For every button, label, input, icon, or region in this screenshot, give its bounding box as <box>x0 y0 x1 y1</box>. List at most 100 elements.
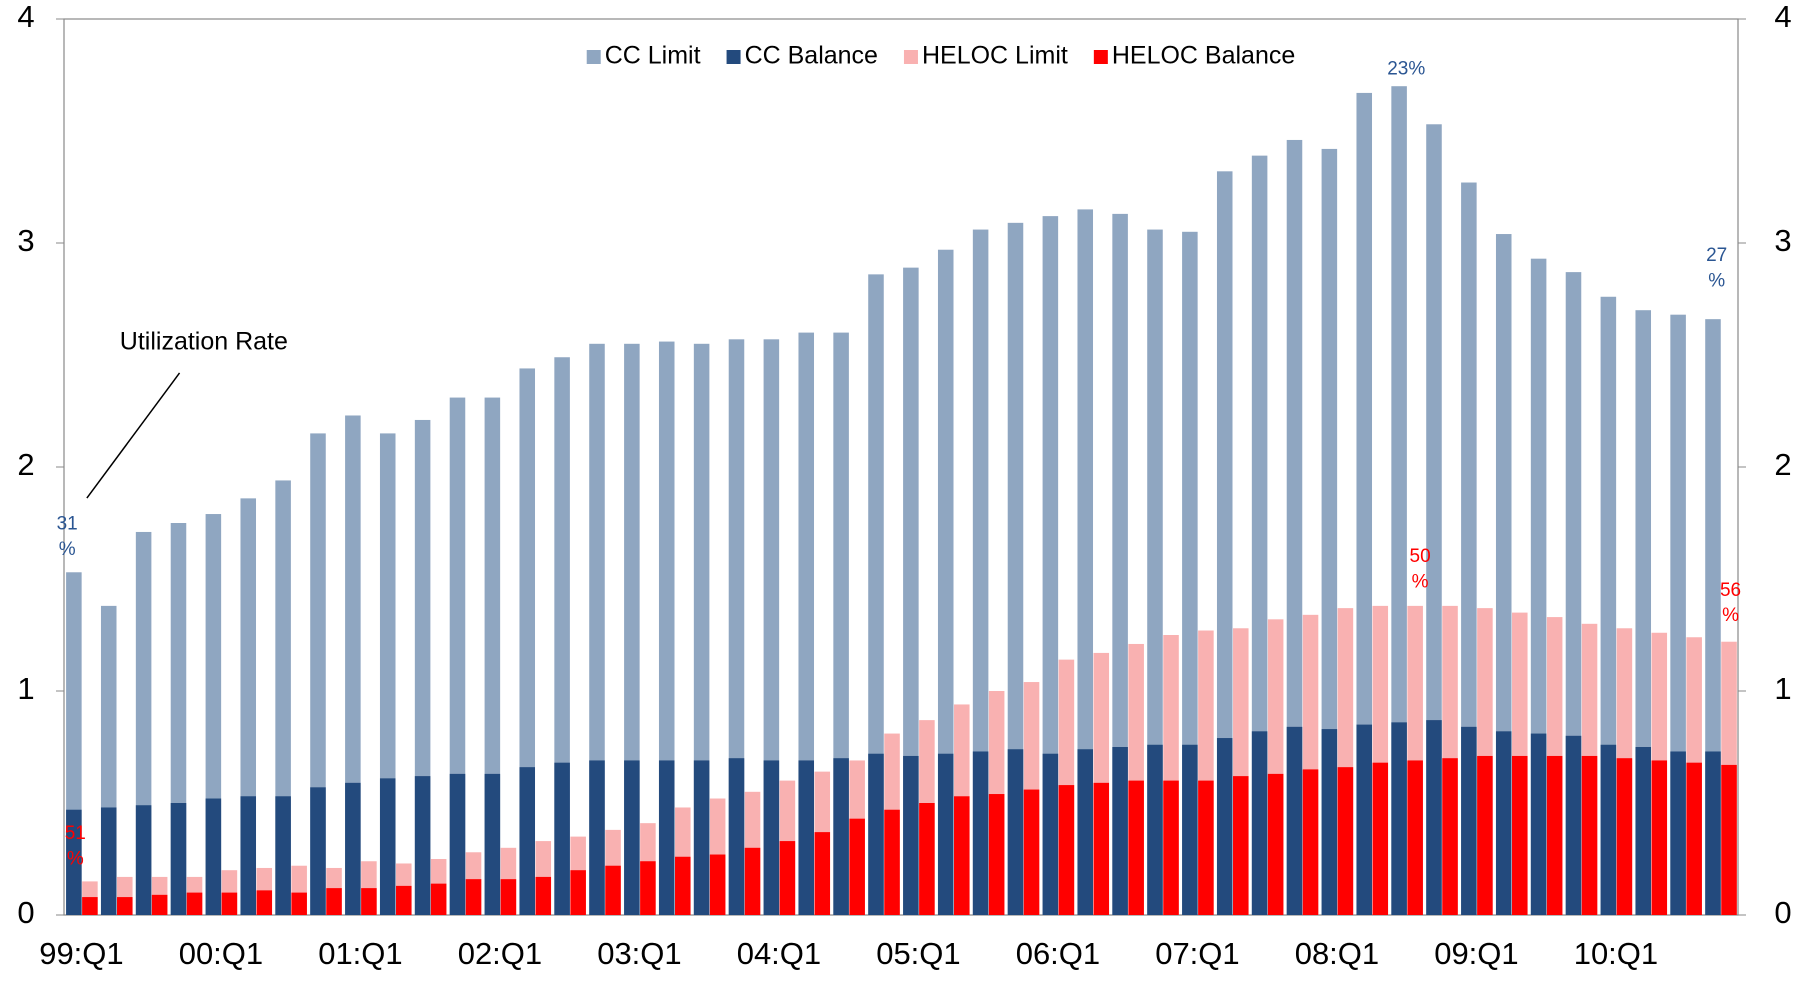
bar <box>519 767 536 915</box>
bar <box>1581 755 1598 915</box>
bar <box>1023 789 1040 915</box>
bar <box>1546 755 1563 915</box>
bar <box>1267 773 1284 915</box>
bar <box>1216 738 1233 915</box>
annotation: % <box>59 539 76 560</box>
bar <box>310 787 326 915</box>
bar <box>361 888 377 915</box>
bar <box>1512 755 1528 915</box>
bar <box>1461 726 1477 915</box>
bar <box>396 885 412 915</box>
bar <box>1042 216 1059 915</box>
y2-tick-label: 1 <box>1774 671 1791 706</box>
bar <box>1007 222 1024 916</box>
x-tick-label: 03:Q1 <box>597 936 681 971</box>
bar <box>1182 231 1198 916</box>
bar <box>709 854 726 915</box>
bar <box>82 897 98 915</box>
legend-swatch <box>726 50 741 64</box>
bar <box>1391 86 1407 915</box>
bar <box>779 841 796 915</box>
bar <box>1147 744 1163 915</box>
bar <box>221 892 238 915</box>
bar <box>1635 747 1652 915</box>
bar <box>798 760 815 915</box>
bar <box>1337 767 1354 915</box>
annotation: % <box>1722 605 1739 626</box>
bar <box>1530 733 1547 915</box>
bar <box>1426 124 1442 915</box>
bar <box>1286 139 1303 915</box>
x-tick-label: 99:Q1 <box>39 936 123 971</box>
annotation: 51 <box>65 823 86 844</box>
annotation: Utilization Rate <box>120 327 288 355</box>
annotation: 23% <box>1387 59 1425 80</box>
legend-label: HELOC Limit <box>922 42 1068 70</box>
bar <box>988 794 1005 915</box>
annotation: 50 <box>1410 546 1431 567</box>
bar <box>570 870 586 915</box>
bar <box>833 758 849 915</box>
legend-label: HELOC Balance <box>1112 42 1295 70</box>
bar <box>658 760 675 915</box>
bar <box>554 762 570 915</box>
bar <box>345 782 361 915</box>
legend-swatch <box>1093 50 1108 64</box>
bar <box>1198 780 1214 915</box>
bar <box>919 803 935 915</box>
bar <box>449 773 466 915</box>
bar <box>1147 229 1163 915</box>
bar <box>1477 755 1493 915</box>
bar <box>1112 213 1128 915</box>
bar <box>693 760 710 915</box>
bar <box>1093 782 1110 915</box>
bar <box>1128 780 1144 915</box>
x-tick-label: 05:Q1 <box>876 936 960 971</box>
bar <box>484 773 501 915</box>
bar <box>326 888 342 915</box>
legend-swatch <box>586 50 601 64</box>
bar <box>1356 92 1373 916</box>
bar <box>275 796 291 915</box>
bar <box>1321 729 1338 915</box>
bar <box>1670 751 1686 915</box>
bar <box>744 847 761 915</box>
annotation: % <box>1708 270 1725 291</box>
bar <box>675 856 691 915</box>
bar <box>1391 722 1407 915</box>
bar <box>500 879 517 915</box>
bar <box>1356 724 1373 915</box>
x-tick-label: 01:Q1 <box>318 936 402 971</box>
bar <box>1686 762 1702 915</box>
bar <box>1302 769 1319 915</box>
bar <box>605 865 621 915</box>
y-tick-label: 4 <box>17 0 34 34</box>
bar <box>256 890 273 915</box>
y2-tick-label: 3 <box>1774 223 1791 258</box>
bar <box>117 897 133 915</box>
bar <box>135 805 152 915</box>
x-tick-label: 02:Q1 <box>458 936 542 971</box>
bar <box>849 818 865 915</box>
bar <box>937 249 954 916</box>
bar <box>465 879 482 915</box>
annotation: 31 <box>57 514 78 535</box>
y-tick-label: 0 <box>17 895 34 930</box>
bar <box>868 753 884 915</box>
x-tick-label: 04:Q1 <box>737 936 821 971</box>
bar <box>379 778 396 915</box>
bar <box>1042 753 1059 915</box>
bar <box>240 796 257 915</box>
bar <box>1058 785 1075 915</box>
bar <box>1286 726 1303 915</box>
bar <box>1600 744 1617 915</box>
bar <box>1407 760 1423 915</box>
x-tick-label: 07:Q1 <box>1155 936 1239 971</box>
bar <box>1251 155 1268 915</box>
bar <box>972 229 989 915</box>
bar <box>186 892 203 915</box>
bar <box>903 267 919 915</box>
bar <box>1007 749 1024 915</box>
x-tick-label: 10:Q1 <box>1574 936 1658 971</box>
annotation-pointer <box>86 372 181 499</box>
